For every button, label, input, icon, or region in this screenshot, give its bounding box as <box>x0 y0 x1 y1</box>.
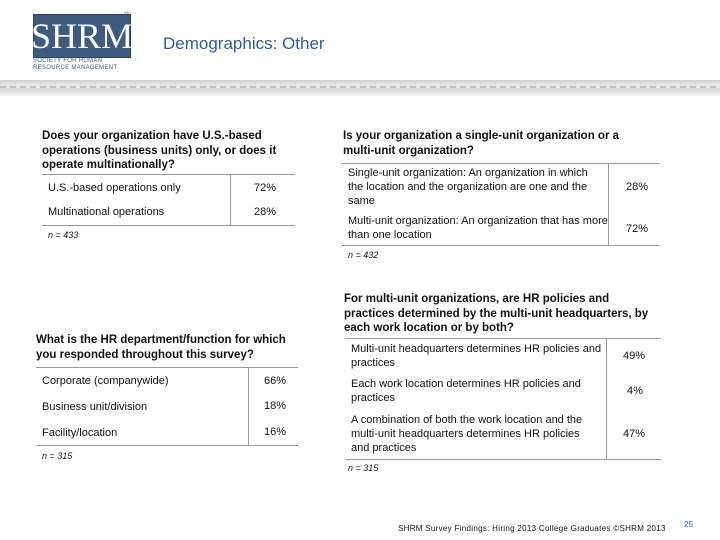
q1-row-2: Multinational operations 28% <box>42 200 295 226</box>
q4-row-1: Multi-unit headquarters determines HR po… <box>345 338 661 376</box>
q4-question: For multi-unit organizations, are HR pol… <box>344 293 649 334</box>
q3-row-3-label: Facility/location <box>42 427 118 439</box>
q2-row-2: Multi-unit organization: An organization… <box>342 210 660 246</box>
logo-subtitle-line2: RESOURCE MANAGEMENT <box>33 65 118 71</box>
header-divider-band <box>0 80 720 96</box>
q3-question: What is the HR department/function for w… <box>36 334 286 361</box>
q3-row-2-value: 18% <box>264 400 287 412</box>
q2-row-2-value: 72% <box>626 223 649 235</box>
q2-question: Is your organization a single-unit organ… <box>343 130 620 157</box>
q4-row-3-label: A combination of both the work location … <box>351 414 583 454</box>
q3-row-3-value: 16% <box>264 426 287 438</box>
q1-row-2-label: Multinational operations <box>48 206 165 218</box>
q4-column-divider <box>606 338 607 459</box>
q3-row-1-value: 66% <box>264 375 287 387</box>
q4-row-3-value: 47% <box>623 428 646 440</box>
q1-column-divider <box>230 174 231 225</box>
q1-row-1-value: 72% <box>254 182 277 194</box>
q3-row-2-label: Business unit/division <box>42 401 148 413</box>
q2-row-1-value: 28% <box>626 181 649 193</box>
q3-sample-size: n = 315 <box>42 451 73 461</box>
q2-row-2-label: Multi-unit organization: An organization… <box>348 215 608 241</box>
q3-row-2: Business unit/division 18% <box>36 394 298 421</box>
shrm-logo: SHRM <box>30 14 134 58</box>
q4-row-2-value: 4% <box>627 385 643 397</box>
logo-subtitle: SOCIETY FOR HUMAN RESOURCE MANAGEMENT <box>33 58 133 72</box>
q1-row-2-value: 28% <box>254 206 277 218</box>
q2-row-1-label: Single-unit organization: An organizatio… <box>348 167 588 207</box>
q1-sample-size: n = 433 <box>48 230 79 240</box>
q1-row-1-label: U.S.-based operations only <box>48 182 181 194</box>
logo-registered-mark: ® <box>124 12 130 19</box>
q2-column-divider <box>608 163 609 245</box>
q3-row-3: Facility/location 16% <box>36 420 298 446</box>
logo-text: SHRM <box>30 16 134 56</box>
q4-row-2: Each work location determines HR policie… <box>345 374 661 411</box>
q4-row-2-label: Each work location determines HR policie… <box>351 378 581 404</box>
q4-row-3: A combination of both the work location … <box>345 410 661 460</box>
page-title: Demographics: Other <box>163 34 325 53</box>
q2-row-1: Single-unit organization: An organizatio… <box>342 163 660 212</box>
q4-row-1-label: Multi-unit headquarters determines HR po… <box>351 343 602 369</box>
q2-sample-size: n = 432 <box>348 250 379 260</box>
q4-row-1-value: 49% <box>623 350 646 362</box>
q3-column-divider <box>248 367 249 445</box>
q4-sample-size: n = 315 <box>348 463 379 473</box>
q1-row-1: U.S.-based operations only 72% <box>42 174 295 202</box>
footer-citation: SHRM Survey Findings: Hiring 2013 Colleg… <box>398 524 666 533</box>
q1-question: Does your organization have U.S.-based o… <box>42 130 277 171</box>
q3-row-1: Corporate (companywide) 66% <box>36 367 298 396</box>
logo-subtitle-line1: SOCIETY FOR HUMAN <box>33 58 103 64</box>
page-number: 25 <box>684 520 693 529</box>
q3-row-1-label: Corporate (companywide) <box>42 375 169 387</box>
